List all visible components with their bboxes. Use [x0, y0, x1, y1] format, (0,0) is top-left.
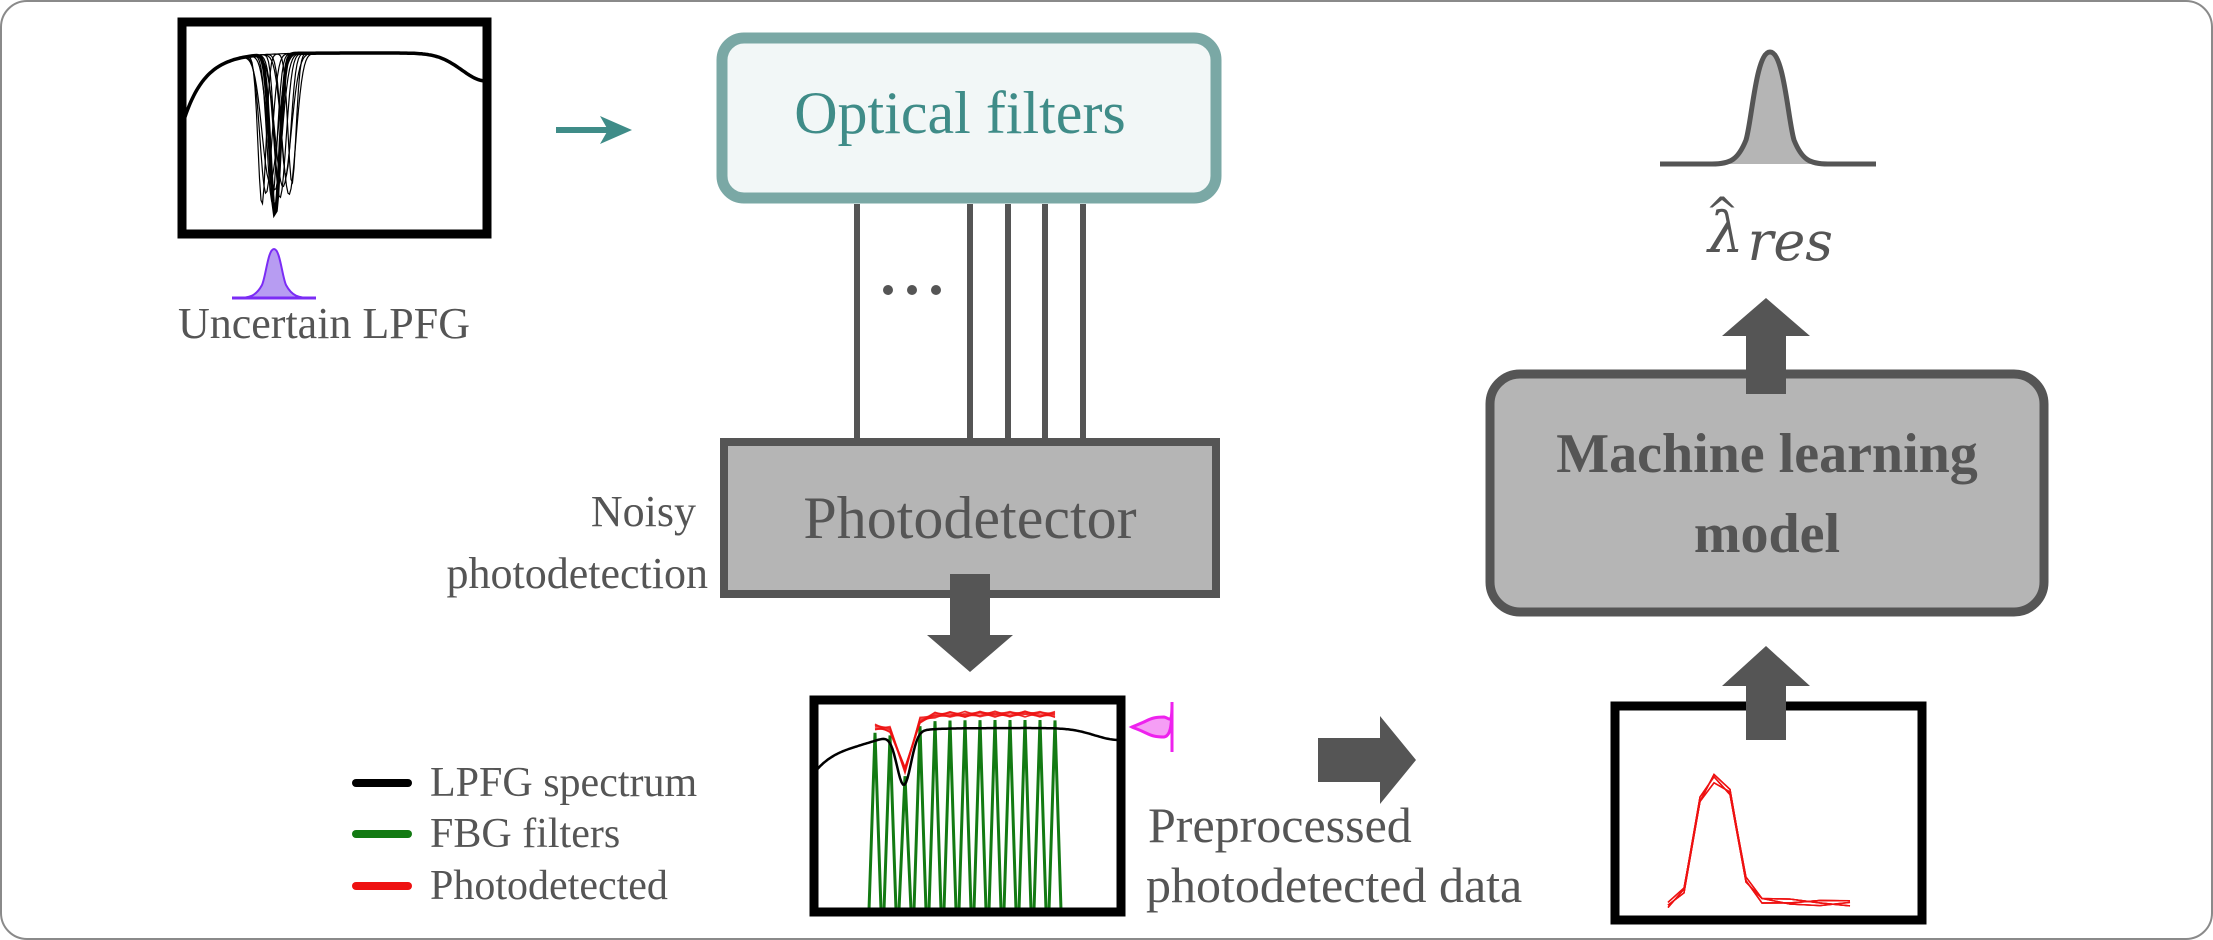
- photodetector-label: Photodetector: [803, 485, 1136, 551]
- fbg-filter-peak: [942, 720, 958, 910]
- fbg-filter-peak: [912, 726, 928, 910]
- fbg-filter-peak: [882, 735, 898, 910]
- fbg-filter-peak: [1017, 719, 1033, 910]
- fbg-filter-peak: [1047, 720, 1063, 910]
- preprocessed-data-plot: [1610, 701, 1927, 925]
- ml-model-label-line2: model: [1694, 503, 1840, 565]
- preprocessed-label-line1: Preprocessed: [1148, 797, 1412, 853]
- ml-model-box: [1485, 369, 2049, 617]
- lpfg-spectrum-curve: [183, 51, 486, 219]
- legend-label-lpfg: LPFG spectrum: [430, 760, 697, 806]
- output-hat: ^: [1705, 190, 1739, 236]
- noise-distribution-icon: [1128, 701, 1174, 752]
- uncertainty-distribution-icon: [235, 247, 313, 299]
- output-symbol: λres: [1706, 201, 1833, 273]
- fbg-filter-peak: [867, 732, 883, 910]
- arrow-to-optical-filters: [556, 116, 632, 144]
- legend-label-photodetected: Photodetected: [430, 863, 668, 909]
- fbg-filter-peak: [957, 720, 973, 910]
- uncertain-lpfg-plot: [177, 17, 492, 239]
- noisy-photodetection-label-line1: Noisy: [591, 487, 696, 536]
- output-distribution-icon: [1660, 49, 1876, 167]
- ellipsis-dots: [883, 285, 941, 295]
- optical-filters-box: [716, 32, 1222, 204]
- arrow-down-to-photodetected-plot: [927, 574, 1013, 672]
- photodetected-trace: [874, 710, 1056, 771]
- arrow-right-to-preprocessed: [1318, 716, 1416, 804]
- photodetected-plot: [809, 695, 1126, 917]
- fbg-filter-peak: [897, 776, 913, 910]
- arrow-up-to-ml-model: [1722, 646, 1810, 740]
- fbg-filter-peak: [987, 720, 1003, 910]
- legend: LPFG spectrum FBG filters Photodetected: [352, 760, 697, 909]
- legend-label-fbg: FBG filters: [430, 811, 620, 857]
- fbg-filter-peak: [1032, 720, 1048, 910]
- fbg-filter-peak: [1002, 720, 1018, 910]
- photodetected-trace: [874, 710, 1056, 775]
- fbg-filter-peak: [972, 720, 988, 910]
- optical-filters-label: Optical filters: [794, 80, 1126, 146]
- arrow-up-to-output: [1722, 298, 1810, 394]
- fbg-filter-peak: [927, 721, 943, 910]
- ml-model-label-line1: Machine learning: [1556, 423, 1978, 485]
- lpfg-spectrum-line: [816, 726, 1119, 786]
- filter-channel-lines: [854, 204, 1086, 440]
- uncertain-lpfg-label: Uncertain LPFG: [178, 299, 470, 348]
- preprocessed-label-line2: photodetected data: [1146, 857, 1522, 913]
- noisy-photodetection-label-line2: photodetection: [447, 549, 709, 598]
- preprocessed-trace: [1667, 775, 1851, 908]
